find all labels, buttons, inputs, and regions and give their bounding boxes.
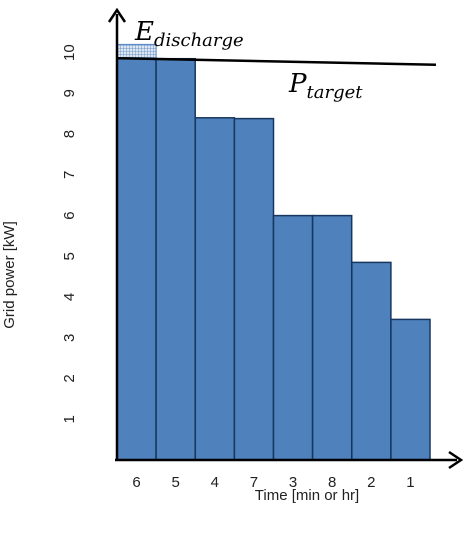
bar-1 — [390, 318, 431, 461]
y-tick-label: 5 — [61, 252, 78, 260]
target-label: Ptarget — [288, 69, 363, 103]
x-tick-labels: 6 5 4 7 3 8 2 1 — [132, 474, 414, 491]
y-axis-arrow — [107, 7, 127, 23]
y-tick-label: 6 — [61, 211, 78, 219]
target-label-sub: target — [307, 82, 364, 103]
bars-group — [116, 57, 431, 461]
target-line — [116, 56, 437, 66]
discharge-label-sub: discharge — [154, 30, 244, 51]
y-tick-label: 10 — [61, 44, 78, 61]
discharge-label-main: E — [134, 17, 154, 47]
target-label-main: P — [288, 69, 307, 99]
y-axis-label: Grid power [kW] — [1, 221, 18, 329]
y-tick-label: 8 — [61, 130, 78, 138]
bar-6 — [116, 57, 157, 461]
bar-2 — [351, 261, 392, 461]
bar-8 — [311, 214, 353, 461]
y-tick-label: 9 — [61, 89, 78, 97]
x-tick-label: 7 — [250, 474, 258, 491]
bar-7 — [233, 117, 275, 461]
x-axis-label: Time [min or hr] — [255, 487, 359, 504]
x-tick-label: 4 — [211, 474, 219, 491]
bar-4 — [194, 117, 236, 461]
x-axis-arrow — [448, 450, 464, 470]
x-tick-label: 3 — [289, 474, 297, 491]
x-tick-label: 8 — [328, 474, 336, 491]
x-tick-label: 6 — [132, 474, 140, 491]
discharge-label: Edischarge — [134, 17, 244, 51]
y-tick-labels: 1 2 3 4 5 6 7 8 9 10 — [61, 44, 78, 423]
x-tick-label: 2 — [367, 474, 375, 491]
bar-5 — [155, 57, 196, 461]
bar-3 — [272, 214, 314, 461]
x-tick-label: 1 — [406, 474, 414, 491]
y-tick-label: 3 — [61, 334, 78, 342]
y-tick-label: 1 — [61, 415, 78, 423]
y-tick-label: 2 — [61, 374, 78, 382]
y-tick-label: 7 — [61, 171, 78, 179]
x-tick-label: 5 — [172, 474, 180, 491]
y-tick-label: 4 — [61, 293, 78, 301]
